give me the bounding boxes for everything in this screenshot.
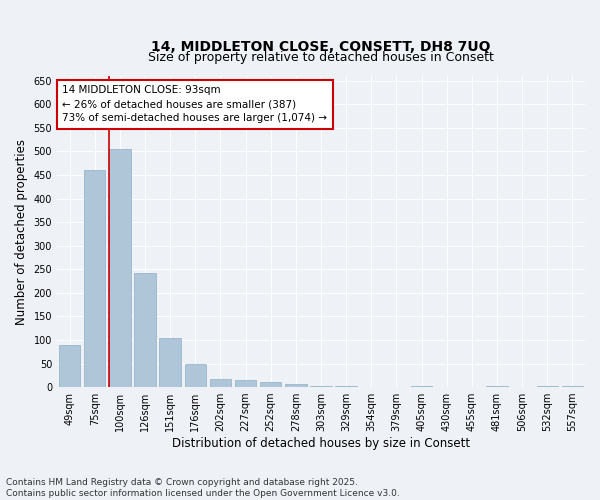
Bar — [310, 386, 332, 387]
Bar — [185, 364, 206, 387]
Bar — [335, 386, 357, 387]
Bar — [134, 273, 156, 387]
Title: 14, MIDDLETON CLOSE, CONSETT, DH8 7UQ: 14, MIDDLETON CLOSE, CONSETT, DH8 7UQ — [151, 40, 491, 54]
Bar — [235, 380, 256, 387]
Bar — [411, 386, 432, 387]
Bar — [562, 386, 583, 387]
Bar — [84, 170, 106, 387]
Bar — [487, 386, 508, 387]
Bar — [536, 386, 558, 387]
X-axis label: Distribution of detached houses by size in Consett: Distribution of detached houses by size … — [172, 437, 470, 450]
Text: Size of property relative to detached houses in Consett: Size of property relative to detached ho… — [148, 50, 494, 64]
Bar — [59, 344, 80, 387]
Text: Contains HM Land Registry data © Crown copyright and database right 2025.
Contai: Contains HM Land Registry data © Crown c… — [6, 478, 400, 498]
Bar — [109, 149, 131, 387]
Bar — [160, 338, 181, 387]
Bar — [210, 378, 231, 387]
Text: 14 MIDDLETON CLOSE: 93sqm
← 26% of detached houses are smaller (387)
73% of semi: 14 MIDDLETON CLOSE: 93sqm ← 26% of detac… — [62, 86, 328, 124]
Y-axis label: Number of detached properties: Number of detached properties — [15, 138, 28, 324]
Bar — [285, 384, 307, 387]
Bar — [260, 382, 281, 387]
